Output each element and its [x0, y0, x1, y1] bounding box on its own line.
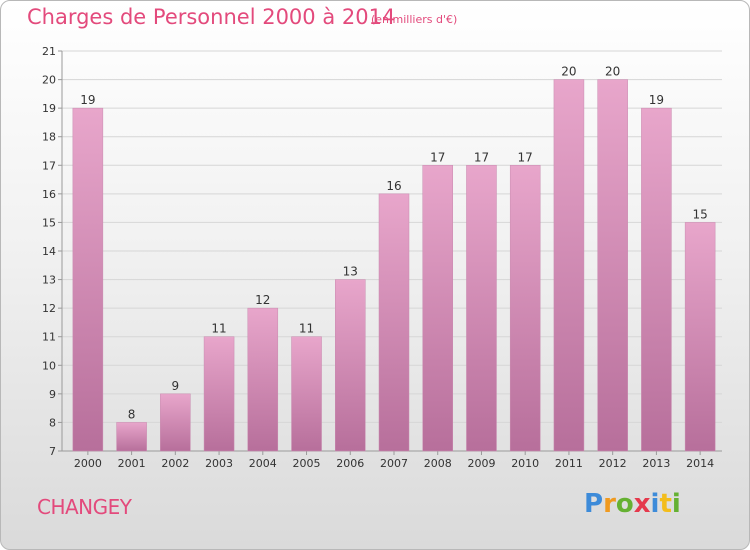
data-label: 19 — [80, 93, 95, 107]
data-label: 9 — [172, 379, 180, 393]
bar — [203, 336, 235, 452]
y-tick-label: 19 — [42, 102, 56, 115]
y-tick-label: 21 — [42, 45, 56, 58]
x-tick-label: 2004 — [249, 457, 277, 470]
x-tick-label: 2012 — [599, 457, 627, 470]
logo-letter: x — [633, 489, 651, 519]
x-tick-label: 2011 — [555, 457, 583, 470]
logo-letter: i — [671, 489, 681, 519]
logo-letter: t — [659, 489, 672, 519]
data-label: 20 — [605, 65, 620, 79]
bar — [422, 165, 453, 452]
y-tick-label: 13 — [42, 274, 56, 287]
data-label: 13 — [343, 265, 358, 279]
data-label: 16 — [386, 179, 401, 193]
data-label: 19 — [649, 93, 664, 107]
x-tick-label: 2003 — [205, 457, 233, 470]
y-tick-label: 16 — [42, 188, 56, 201]
data-label: 17 — [474, 150, 489, 164]
logo-letter: o — [615, 489, 634, 519]
chart-unit: (en milliers d'€) — [371, 13, 458, 26]
bar — [335, 279, 366, 452]
x-tick-label: 2007 — [380, 457, 408, 470]
bar — [553, 79, 585, 452]
x-tick-label: 2002 — [161, 457, 189, 470]
data-label: 17 — [430, 150, 445, 164]
x-tick-label: 2009 — [467, 457, 495, 470]
chart-title: Charges de Personnel 2000 à 2014 — [27, 5, 396, 29]
y-tick-label: 11 — [42, 331, 56, 344]
bar — [247, 307, 279, 452]
x-tick-label: 2010 — [511, 457, 539, 470]
y-tick-label: 14 — [42, 245, 56, 258]
bar — [116, 422, 147, 452]
x-tick-label: 2001 — [118, 457, 146, 470]
y-tick-label: 15 — [42, 216, 56, 229]
x-tick-label: 2006 — [336, 457, 364, 470]
bar — [597, 79, 628, 452]
place-name: CHANGEY — [37, 495, 132, 519]
x-tick-label: 2008 — [424, 457, 452, 470]
bar — [466, 165, 497, 452]
bar — [378, 193, 410, 452]
x-tick-label: 2013 — [642, 457, 670, 470]
data-label: 8 — [128, 407, 136, 421]
bar — [684, 222, 716, 452]
y-tick-label: 20 — [42, 74, 56, 87]
y-tick-label: 10 — [42, 359, 56, 372]
logo-letter: P — [584, 489, 604, 519]
logo-letter: i — [650, 489, 660, 519]
bar — [160, 393, 191, 452]
x-tick-label: 2005 — [293, 457, 321, 470]
x-tick-label: 2000 — [74, 457, 102, 470]
y-tick-label: 8 — [49, 416, 56, 429]
data-label: 20 — [561, 65, 576, 79]
data-label: 11 — [299, 322, 314, 336]
data-label: 11 — [211, 322, 226, 336]
x-tick-label: 2014 — [686, 457, 714, 470]
y-tick-label: 12 — [42, 302, 56, 315]
logo-letter: r — [603, 489, 616, 519]
y-tick-label: 7 — [49, 445, 56, 458]
proxiti-logo: Proxiti — [584, 489, 681, 519]
bar — [509, 165, 541, 452]
data-label: 12 — [255, 293, 270, 307]
bar — [641, 107, 672, 452]
data-label: 17 — [518, 150, 533, 164]
data-label: 15 — [692, 207, 707, 221]
y-tick-label: 9 — [49, 388, 56, 401]
y-tick-label: 18 — [42, 131, 56, 144]
bar — [72, 107, 104, 452]
y-tick-label: 17 — [42, 159, 56, 172]
bar — [291, 336, 322, 452]
